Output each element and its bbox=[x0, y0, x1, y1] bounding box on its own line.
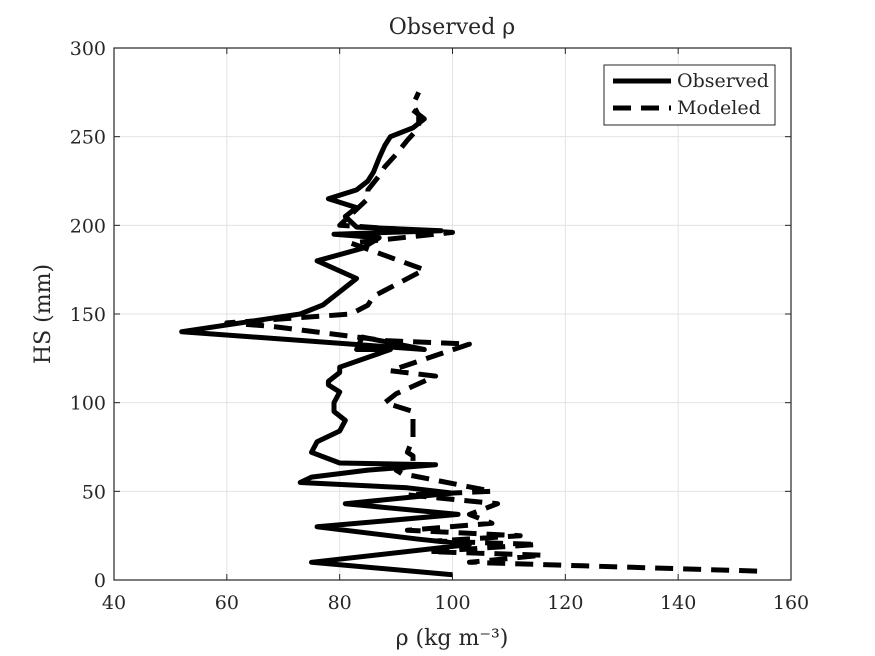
y-tick-label: 150 bbox=[70, 304, 106, 326]
x-tick-label: 40 bbox=[102, 592, 126, 614]
y-tick-label: 300 bbox=[70, 38, 106, 60]
legend-label-observed: Observed bbox=[677, 70, 769, 92]
data-series bbox=[179, 91, 758, 578]
series-line-modeled bbox=[224, 91, 758, 574]
series-line-observed bbox=[179, 108, 472, 578]
x-tick-label: 140 bbox=[660, 592, 696, 614]
legend-label-modeled: Modeled bbox=[677, 97, 761, 119]
x-tick-label: 100 bbox=[434, 592, 470, 614]
y-tick-label: 0 bbox=[94, 570, 106, 592]
y-tick-label: 250 bbox=[70, 127, 106, 149]
x-tick-label: 160 bbox=[773, 592, 809, 614]
y-axis-label: HS (mm) bbox=[31, 264, 56, 364]
y-tick-label: 100 bbox=[70, 393, 106, 415]
x-tick-label: 80 bbox=[328, 592, 352, 614]
y-tick-label: 200 bbox=[70, 215, 106, 237]
legend: Observed Modeled bbox=[603, 64, 776, 126]
x-axis-label: ρ (kg m⁻³) bbox=[396, 626, 509, 651]
chart-title: Observed ρ bbox=[389, 15, 515, 40]
ticks: 40 60 80 100 120 140 160 0 50 100 150 200 250 300 bbox=[70, 38, 809, 614]
x-tick-label: 60 bbox=[215, 592, 239, 614]
y-tick-label: 50 bbox=[82, 481, 106, 503]
x-tick-label: 120 bbox=[547, 592, 583, 614]
legend-box bbox=[603, 64, 776, 126]
